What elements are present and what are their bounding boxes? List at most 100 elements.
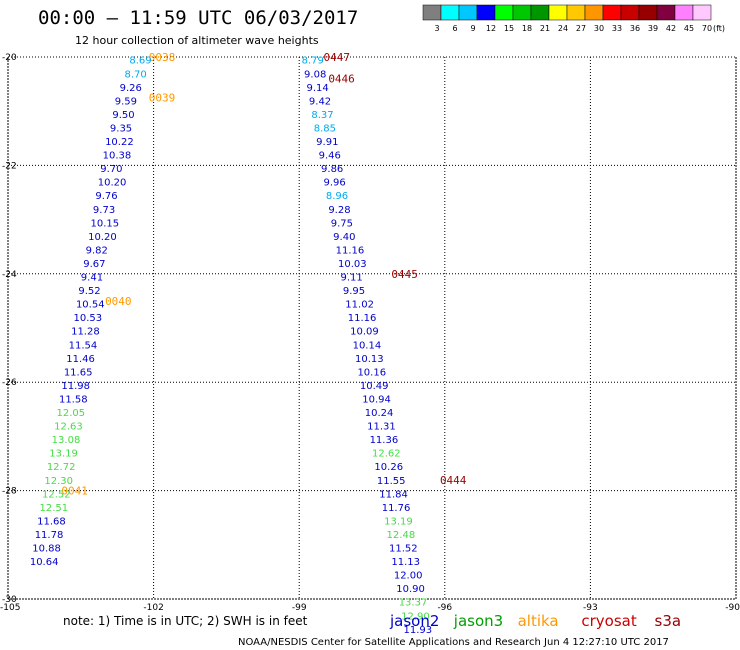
colorbar-swatch — [638, 4, 658, 21]
swh-label: 11.16 — [336, 245, 365, 256]
swh-label: 9.28 — [328, 205, 350, 216]
colorbar-label: 45 — [684, 24, 694, 33]
colorbar-label: 27 — [576, 24, 586, 33]
pass-time-label: 0447 — [323, 51, 350, 64]
swh-label: 10.88 — [32, 544, 61, 555]
swh-label: 12.00 — [394, 571, 423, 582]
swh-label: 9.82 — [86, 245, 108, 256]
swh-label: 11.54 — [69, 340, 98, 351]
swh-label: 10.38 — [103, 151, 132, 162]
colorbar-swatch — [584, 4, 604, 21]
swh-label: 10.94 — [362, 394, 391, 405]
swh-label: 8.70 — [124, 69, 146, 80]
y-tick-label: -26 — [2, 378, 17, 388]
colorbar-swatch — [674, 4, 694, 21]
chart-title: 00:00 — 11:59 UTC 06/03/2017 — [38, 7, 358, 29]
wave-height-labels: 8.69 8.70 9.26 9.59 9.50 9.35 10.22 10.38 9.70 10… — [30, 56, 432, 636]
colorbar-swatch — [602, 4, 622, 21]
satellite-legend: jason2 jason3 altika cryosat s3a — [389, 612, 681, 630]
swh-label: 11.52 — [389, 544, 418, 555]
swh-label: 10.49 — [360, 381, 389, 392]
pass-time-label: 0039 — [149, 92, 176, 105]
y-tick-label: -20 — [2, 53, 17, 63]
swh-label: 11.16 — [348, 313, 377, 324]
swh-label: 12.05 — [57, 408, 86, 419]
axis-ticks: -20 -22 -24 -26 -28 -30-105 -102 -99 -96 -93 -90 — [0, 53, 740, 613]
swh-label: 13.19 — [49, 449, 78, 460]
chart-subtitle: 12 hour collection of altimeter wave hei… — [75, 34, 319, 47]
swh-label: 12.62 — [372, 449, 401, 460]
pass-time-label: 0446 — [328, 73, 355, 86]
colorbar-swatch — [692, 4, 712, 21]
swh-label: 10.24 — [365, 408, 394, 419]
swh-label: 11.31 — [367, 422, 396, 433]
swh-label: 11.58 — [59, 394, 88, 405]
swh-label: 11.02 — [345, 300, 374, 311]
swh-label: 9.86 — [321, 164, 343, 175]
pass-time-label: 0038 — [149, 51, 176, 64]
legend-entry: cryosat — [581, 612, 636, 630]
x-tick-label: -96 — [437, 603, 452, 613]
swh-label: 9.70 — [100, 164, 122, 175]
swh-label: 11.65 — [64, 367, 93, 378]
swh-label: 10.20 — [88, 232, 117, 243]
swh-label: 9.42 — [309, 96, 331, 107]
colorbar-label: 30 — [594, 24, 604, 33]
swh-label: 11.46 — [66, 354, 95, 365]
swh-label: 11.98 — [61, 381, 90, 392]
swh-label: 8.37 — [311, 110, 333, 121]
x-tick-label: -105 — [0, 603, 20, 613]
swh-label: 9.41 — [81, 273, 103, 284]
swh-label: 9.73 — [93, 205, 115, 216]
swh-label: 8.79 — [302, 56, 324, 67]
swh-label: 9.46 — [319, 151, 341, 162]
swh-label: 12.30 — [44, 476, 73, 487]
swh-label: 8.85 — [314, 123, 336, 134]
swh-label: 10.64 — [30, 557, 59, 568]
colorbar-swatch — [620, 4, 640, 21]
swh-label: 12.63 — [54, 422, 83, 433]
legend-entry: altika — [518, 612, 559, 630]
colorbar-swatch — [494, 4, 514, 21]
swh-label: 12.90 — [401, 611, 430, 622]
colorbar-unit: (ft) — [713, 24, 725, 33]
pass-time-label: 0444 — [440, 474, 467, 487]
swh-label: 11.68 — [37, 516, 66, 527]
colorbar-label: 9 — [470, 24, 475, 33]
swh-label: 10.22 — [105, 137, 134, 148]
y-tick-label: -28 — [2, 487, 17, 497]
swh-label: 10.26 — [374, 462, 403, 473]
colorbar-swatch — [566, 4, 586, 21]
pass-time-labels: 0038 0039 0040 0041 0447 0446 0445 0444 — [61, 51, 466, 498]
legend-entry: jason2 — [389, 612, 439, 630]
swh-label: 11.13 — [391, 557, 420, 568]
swh-label: 10.09 — [350, 327, 379, 338]
x-tick-label: -93 — [583, 603, 598, 613]
swh-label: 11.28 — [71, 327, 100, 338]
swh-label: 9.40 — [333, 232, 355, 243]
swh-label: 11.84 — [379, 489, 408, 500]
y-tick-label: -24 — [2, 270, 17, 280]
pass-time-label: 0040 — [105, 295, 132, 308]
swh-label: 13.08 — [52, 435, 81, 446]
swh-label: 10.54 — [76, 300, 105, 311]
swh-label: 9.11 — [340, 273, 362, 284]
colorbar-swatch — [512, 4, 532, 21]
colorbar-legend: 3 6 9 12 15 18 21 24 27 30 33 36 39 42 45 70 (ft) — [422, 4, 725, 33]
colorbar-swatch — [422, 4, 442, 21]
colorbar-label: 24 — [558, 24, 568, 33]
swh-label: 11.36 — [370, 435, 399, 446]
swh-label: 10.16 — [357, 367, 386, 378]
colorbar-label: 18 — [522, 24, 532, 33]
x-tick-label: -99 — [292, 603, 307, 613]
swh-label: 8.69 — [129, 56, 151, 67]
colorbar-swatch — [530, 4, 550, 21]
swh-label: 10.53 — [74, 313, 103, 324]
y-tick-label: -22 — [2, 161, 17, 171]
colorbar-label: 36 — [630, 24, 640, 33]
x-tick-label: -102 — [143, 603, 163, 613]
swh-label: 9.26 — [120, 83, 142, 94]
swh-label: 12.48 — [387, 530, 416, 541]
swh-label: 10.14 — [353, 340, 382, 351]
colorbar-swatch — [476, 4, 496, 21]
